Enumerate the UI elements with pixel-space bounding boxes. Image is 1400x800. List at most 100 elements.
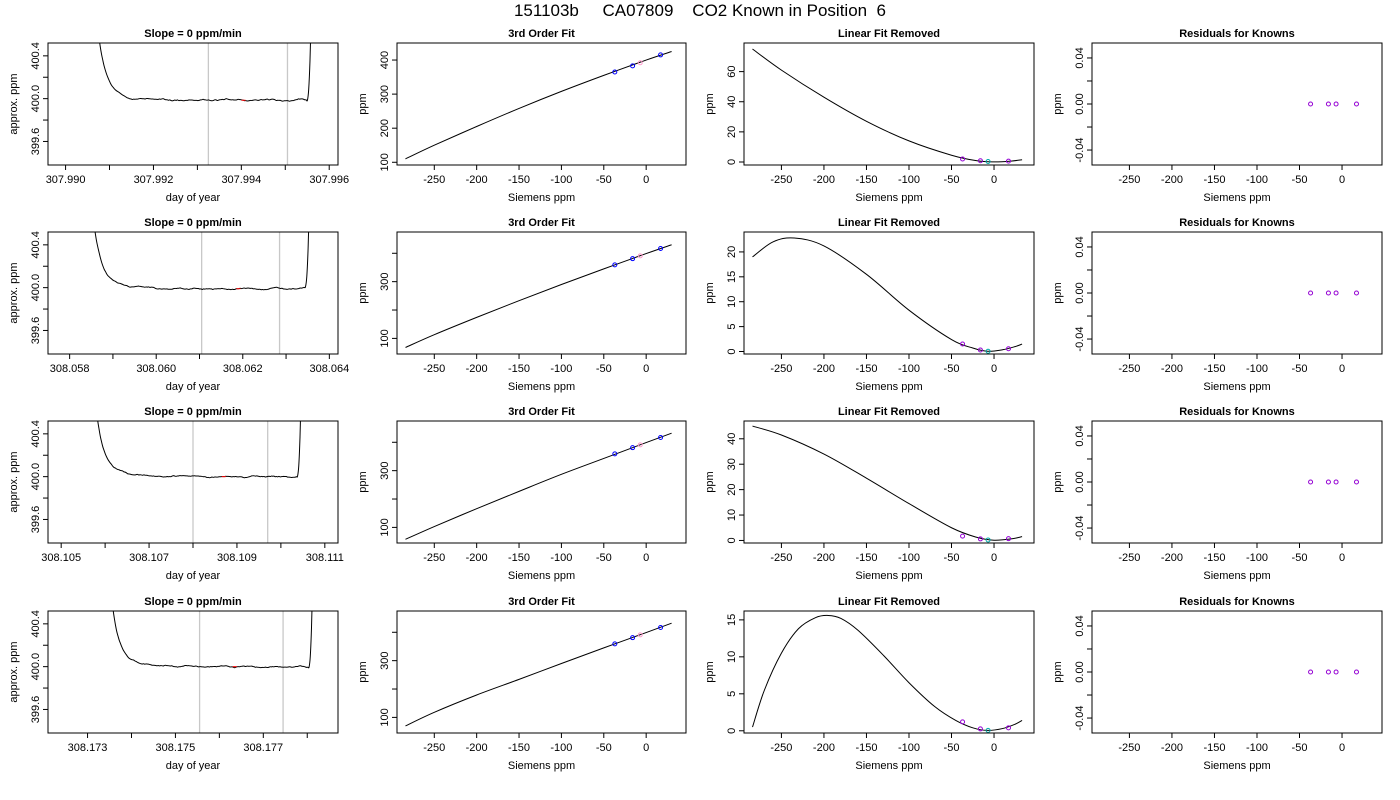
panel-title: Linear Fit Removed (838, 28, 940, 40)
y-tick-label: 0 (726, 537, 738, 543)
y-tick-label: 0 (726, 728, 738, 734)
x-tick-label: -250 (1118, 552, 1140, 564)
y-tick-label: 100 (379, 708, 391, 726)
panel-title: 3rd Order Fit (508, 217, 575, 229)
plot-frame (743, 610, 1035, 734)
y-axis-label: ppm (1052, 661, 1064, 682)
x-tick-label: 307.990 (46, 174, 86, 186)
y-tick-label: 0.04 (1074, 47, 1086, 68)
fit-curve (405, 622, 672, 727)
y-axis-label: ppm (704, 471, 716, 492)
y-tick-label: 10 (726, 651, 738, 663)
y-tick-label: 400.0 (30, 463, 42, 491)
x-tick-label: -200 (466, 363, 488, 375)
x-tick-label: 0 (643, 363, 649, 375)
data-point (630, 256, 636, 262)
x-tick-label: -150 (508, 363, 530, 375)
x-tick-label: -250 (423, 174, 445, 186)
y-axis-label: approx. ppm (8, 641, 20, 702)
x-tick-label: 307.996 (309, 174, 349, 186)
x-tick-label: 308.107 (129, 552, 169, 564)
x-axis-label: Siemens ppm (1203, 192, 1270, 204)
fit-curve (405, 432, 672, 540)
y-tick-label: 0 (726, 159, 738, 165)
panel-title: Residuals for Knowns (1179, 28, 1295, 40)
data-point (630, 63, 636, 69)
y-tick-label: 20 (726, 484, 738, 496)
y-axis-label: ppm (357, 282, 369, 303)
data-point (658, 434, 664, 440)
y-tick-label: 300 (379, 85, 391, 103)
y-tick-label: 20 (726, 126, 738, 138)
data-point (630, 445, 636, 451)
x-tick-label: -50 (944, 363, 960, 375)
y-tick-label: 400.4 (30, 231, 42, 259)
y-axis-label: ppm (357, 471, 369, 492)
data-point (612, 262, 618, 268)
panel-title: 3rd Order Fit (508, 28, 575, 40)
y-tick-label: 0.00 (1074, 661, 1086, 682)
plot-frame (743, 420, 1035, 544)
y-axis-label: approx. ppm (8, 262, 20, 323)
x-tick-label: -250 (770, 552, 792, 564)
x-tick-label: -100 (550, 363, 572, 375)
data-point (637, 60, 643, 66)
plot-frame (743, 42, 1035, 166)
x-tick-label: 308.177 (243, 742, 283, 754)
data-point (960, 341, 966, 347)
data-point (1005, 158, 1011, 164)
y-tick-label: -0.04 (1074, 326, 1086, 351)
y-axis-label: ppm (1052, 93, 1064, 114)
x-axis-label: day of year (166, 570, 221, 582)
data-point (637, 442, 643, 448)
x-tick-label: 0 (1339, 742, 1345, 754)
x-tick-label: 308.060 (136, 363, 176, 375)
x-tick-label: 0 (991, 742, 997, 754)
panel-r4-c2: 3rd Order Fit -250 -200 -150 -100 -50 0 100 300 S… (357, 596, 687, 772)
y-axis-label: ppm (1052, 471, 1064, 492)
x-tick-label: 0 (991, 552, 997, 564)
x-tick-label: 0 (643, 174, 649, 186)
plot-frame (743, 231, 1035, 355)
y-tick-label: 399.6 (30, 317, 42, 345)
x-tick-label: -250 (1118, 742, 1140, 754)
x-tick-label: -200 (1161, 363, 1183, 375)
data-point (1333, 669, 1339, 675)
x-tick-label: -250 (423, 742, 445, 754)
x-tick-label: -200 (1161, 174, 1183, 186)
y-tick-label: 0.04 (1074, 425, 1086, 446)
x-tick-label: 308.173 (68, 742, 108, 754)
x-tick-label: -200 (813, 363, 835, 375)
trace-line (112, 611, 313, 669)
data-point (977, 347, 983, 353)
x-tick-label: -250 (423, 363, 445, 375)
panel-r4-c4: Residuals for Knowns -250 -200 -150 -100 -50 0… (1052, 596, 1383, 772)
x-tick-label: -50 (1292, 363, 1308, 375)
x-tick-label: -100 (550, 742, 572, 754)
x-tick-label: -50 (596, 552, 612, 564)
x-tick-label: -100 (1246, 552, 1268, 564)
panel-title: 3rd Order Fit (508, 406, 575, 418)
x-tick-label: 0 (643, 552, 649, 564)
x-tick-label: 0 (643, 742, 649, 754)
data-point (977, 536, 983, 542)
data-point (658, 245, 664, 251)
x-tick-label: 0 (1339, 552, 1345, 564)
data-point (960, 533, 966, 539)
x-tick-label: -200 (466, 174, 488, 186)
x-tick-label: 307.994 (221, 174, 261, 186)
plot-frame (47, 42, 339, 166)
y-tick-label: 399.6 (30, 128, 42, 156)
x-tick-label: -250 (1118, 363, 1140, 375)
y-tick-label: 15 (726, 614, 738, 626)
x-tick-label: -150 (855, 552, 877, 564)
x-tick-label: -150 (1203, 174, 1225, 186)
y-tick-label: 400.0 (30, 653, 42, 681)
plot-frame (396, 420, 687, 544)
y-axis-label: ppm (357, 661, 369, 682)
x-tick-label: -150 (508, 174, 530, 186)
y-tick-label: 5 (726, 691, 738, 697)
x-tick-label: -100 (1246, 174, 1268, 186)
x-axis-label: Siemens ppm (508, 760, 575, 772)
data-point (985, 159, 991, 165)
